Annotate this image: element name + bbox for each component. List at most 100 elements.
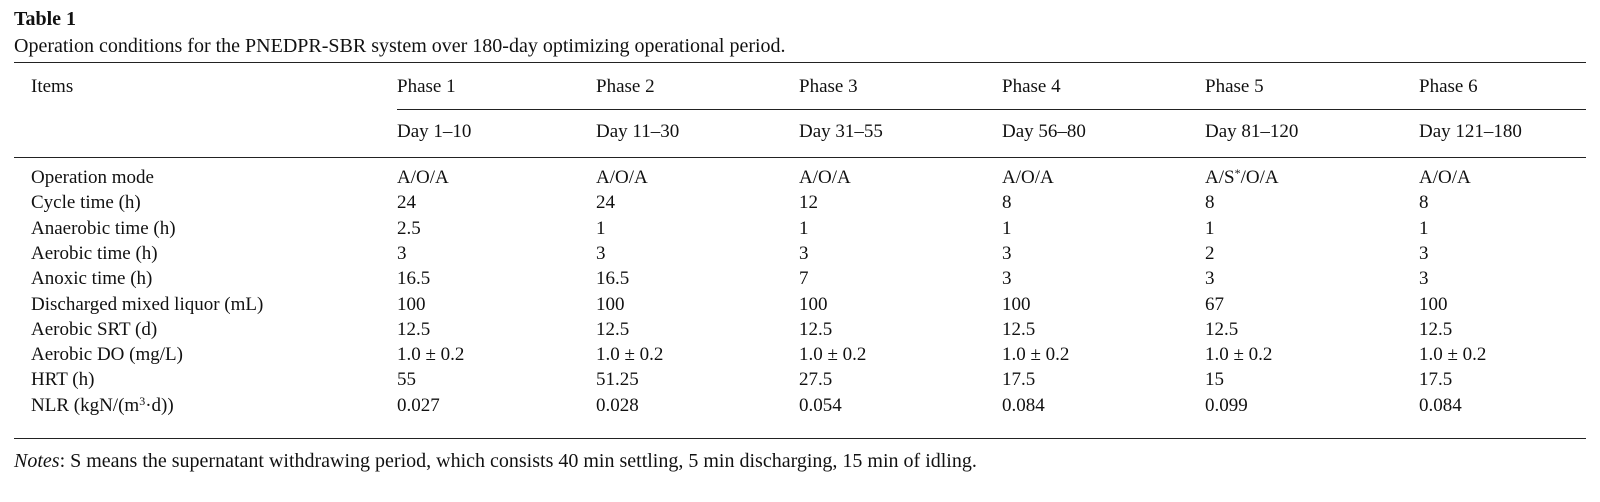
row-item-label: NLR (kgN/(m3·d)) (31, 393, 174, 416)
table-row: Anaerobic time (h) 2.5 1 1 1 1 1 (14, 218, 1586, 243)
table-label: Table 1 (14, 8, 77, 30)
row-value-phase-6: 3 (1419, 242, 1429, 264)
row-value-phase-2: 12.5 (596, 318, 630, 340)
header-row-phases: Items Phase 1 Phase 2 Phase 3 Phase 4 Ph… (14, 63, 1586, 110)
table-row: Aerobic DO (mg/L) 1.0 ± 0.2 1.0 ± 0.2 1.0 ±… (14, 344, 1586, 369)
row-value-phase-1: 2.5 (397, 217, 421, 239)
table-row: Discharged mixed liquor (mL) 100 100 100 100… (14, 294, 1586, 319)
row-value-phase-3: A/O/A (799, 167, 851, 188)
table-caption: Operation conditions for the PNEDPR-SBR … (14, 35, 786, 57)
header-items: Items (31, 76, 74, 97)
row-value-phase-6: 100 (1419, 293, 1448, 315)
row-item-label: Aerobic DO (mg/L) (31, 344, 183, 366)
table-row: Aerobic time (h) 3 3 3 3 2 3 (14, 243, 1586, 268)
row-value-phase-1: A/O/A (397, 167, 449, 188)
row-value-phase-2: 3 (596, 242, 606, 264)
row-item-label: Aerobic time (h) (31, 242, 158, 264)
header-phase-4: Phase 4 (1002, 76, 1061, 97)
header-days-2: Day 11–30 (596, 121, 680, 142)
row-item-label: Anaerobic time (h) (31, 217, 176, 239)
header-rule (14, 157, 1586, 158)
table-row: Aerobic SRT (d) 12.5 12.5 12.5 12.5 12.5 12.5 (14, 319, 1586, 344)
top-rule (14, 62, 1586, 63)
header-phase-6: Phase 6 (1419, 76, 1478, 97)
row-value-phase-5: 1.0 ± 0.2 (1205, 344, 1273, 366)
header-days-5: Day 81–120 (1205, 121, 1299, 142)
row-value-phase-3: 12.5 (799, 318, 833, 340)
row-value-phase-5: 3 (1205, 268, 1215, 290)
row-value-phase-5: 8 (1205, 192, 1215, 214)
row-value-phase-4: 1.0 ± 0.2 (1002, 344, 1070, 366)
header-phase-5: Phase 5 (1205, 76, 1264, 97)
row-value-phase-3: 27.5 (799, 369, 833, 391)
row-value-phase-3: 7 (799, 268, 809, 290)
row-value-phase-4: 0.084 (1002, 394, 1045, 416)
row-value-phase-3: 3 (799, 242, 809, 264)
row-value-phase-5: 67 (1205, 293, 1224, 315)
header-row-days: Day 1–10 Day 11–30 Day 31–55 Day 56–80 D… (14, 109, 1586, 157)
header-days-1: Day 1–10 (397, 121, 472, 142)
header-phase-3: Phase 3 (799, 76, 858, 97)
row-value-phase-2: 1 (596, 217, 606, 239)
table-row: Operation mode A/O/A A/O/A A/O/A A/O/A A/S*/O… (14, 167, 1586, 192)
row-value-phase-6: 17.5 (1419, 369, 1453, 391)
row-value-phase-5: 0.099 (1205, 394, 1248, 416)
row-value-phase-2: 24 (596, 192, 615, 214)
row-value-phase-1: 1.0 ± 0.2 (397, 344, 465, 366)
row-item-label: HRT (h) (31, 369, 95, 391)
row-value-phase-2: 100 (596, 293, 625, 315)
row-value-phase-4: 8 (1002, 192, 1012, 214)
row-value-phase-1: 55 (397, 369, 416, 391)
row-value-phase-6: 1.0 ± 0.2 (1419, 344, 1487, 366)
row-value-phase-2: A/O/A (596, 167, 648, 188)
table-row: Cycle time (h) 24 24 12 8 8 8 (14, 192, 1586, 217)
header-days-6: Day 121–180 (1419, 121, 1522, 142)
row-value-phase-4: 100 (1002, 293, 1031, 315)
row-value-phase-3: 100 (799, 293, 828, 315)
row-value-phase-3: 1.0 ± 0.2 (799, 344, 867, 366)
row-value-phase-2: 0.028 (596, 394, 639, 416)
row-value-phase-5: A/S*/O/A (1205, 166, 1279, 188)
row-value-phase-1: 100 (397, 293, 426, 315)
row-item-label: Operation mode (31, 167, 154, 188)
row-value-phase-3: 1 (799, 217, 809, 239)
phase-underline (397, 109, 1586, 110)
notes-text: : S means the supernatant withdrawing pe… (59, 450, 977, 472)
header-phase-1: Phase 1 (397, 76, 456, 97)
table-row: HRT (h) 55 51.25 27.5 17.5 15 17.5 (14, 369, 1586, 394)
row-value-phase-4: 3 (1002, 242, 1012, 264)
row-item-label: Discharged mixed liquor (mL) (31, 293, 264, 315)
row-value-phase-5: 15 (1205, 369, 1224, 391)
table-body: Operation mode A/O/A A/O/A A/O/A A/O/A A/S*/O… (14, 158, 1586, 438)
row-item-label: Aerobic SRT (d) (31, 318, 158, 340)
table-row: NLR (kgN/(m3·d)) 0.027 0.028 0.054 0.084 0.09… (14, 395, 1586, 420)
row-value-phase-5: 1 (1205, 217, 1215, 239)
row-value-phase-4: A/O/A (1002, 167, 1054, 188)
row-value-phase-4: 12.5 (1002, 318, 1036, 340)
row-item-label: Cycle time (h) (31, 192, 141, 214)
table-row: Anoxic time (h) 16.5 16.5 7 3 3 3 (14, 268, 1586, 293)
row-value-phase-1: 0.027 (397, 394, 440, 416)
header-days-4: Day 56–80 (1002, 121, 1086, 142)
row-value-phase-6: A/O/A (1419, 167, 1471, 188)
header-days-3: Day 31–55 (799, 121, 883, 142)
row-value-phase-6: 1 (1419, 217, 1429, 239)
row-value-phase-6: 0.084 (1419, 394, 1462, 416)
row-value-phase-2: 1.0 ± 0.2 (596, 344, 664, 366)
row-value-phase-3: 0.054 (799, 394, 842, 416)
row-value-phase-2: 51.25 (596, 369, 639, 391)
row-value-phase-1: 12.5 (397, 318, 431, 340)
row-value-phase-3: 12 (799, 192, 818, 214)
row-value-phase-1: 24 (397, 192, 416, 214)
row-value-phase-2: 16.5 (596, 268, 630, 290)
row-value-phase-6: 3 (1419, 268, 1429, 290)
row-value-phase-4: 3 (1002, 268, 1012, 290)
table-notes: Notes: S means the supernatant withdrawi… (14, 447, 1586, 475)
row-value-phase-4: 17.5 (1002, 369, 1036, 391)
row-item-label: Anoxic time (h) (31, 268, 153, 290)
row-value-phase-6: 12.5 (1419, 318, 1453, 340)
row-value-phase-1: 16.5 (397, 268, 431, 290)
row-value-phase-5: 12.5 (1205, 318, 1239, 340)
header-phase-2: Phase 2 (596, 76, 655, 97)
row-value-phase-1: 3 (397, 242, 407, 264)
